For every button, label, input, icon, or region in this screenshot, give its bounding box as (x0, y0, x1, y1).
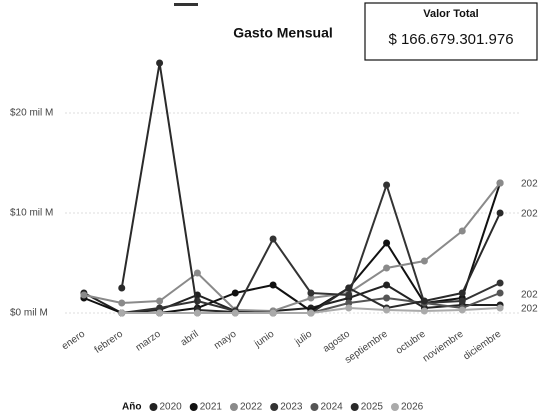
end-label: 202 (521, 209, 538, 220)
legend-label: 2024 (320, 402, 343, 413)
legend-label: 2021 (200, 402, 223, 413)
point (420, 307, 428, 315)
point (118, 299, 126, 307)
legend-swatch (390, 403, 399, 411)
point (345, 291, 353, 299)
point (193, 269, 201, 277)
point (269, 235, 277, 243)
top-bar (174, 3, 198, 6)
x-tick-label: marzo (134, 328, 163, 353)
end-label: 202 (521, 304, 538, 315)
point (156, 309, 164, 317)
legend-label: 2020 (159, 402, 182, 413)
legend-label: 2023 (280, 402, 303, 413)
x-tick-label: junio (252, 328, 277, 350)
legend-label: 2022 (240, 402, 263, 413)
x-tick-label: diciembre (461, 328, 503, 362)
point (156, 304, 164, 312)
point (496, 279, 504, 287)
point (496, 304, 504, 312)
point (118, 309, 126, 317)
point (118, 284, 126, 292)
series-line (120, 62, 501, 314)
legend-title: Año (122, 402, 141, 413)
card (364, 2, 538, 61)
point (458, 227, 466, 235)
point (345, 299, 353, 307)
card-title: Valor Total (423, 8, 478, 20)
point (383, 306, 391, 314)
legend-label: 2026 (401, 402, 424, 413)
point (269, 281, 277, 289)
x-tick-label: noviembre (421, 328, 466, 364)
point (307, 309, 315, 317)
point (496, 289, 504, 297)
point (231, 309, 239, 317)
point (193, 309, 201, 317)
end-label: 202 (521, 290, 538, 301)
end-label: 202 (521, 179, 538, 190)
card-value: $ 166.679.301.976 (388, 31, 513, 48)
legend-swatch (310, 403, 319, 411)
point (156, 59, 164, 67)
x-tick-label: octubre (394, 328, 428, 356)
x-tick-label: julio (292, 328, 314, 348)
series-line (83, 283, 501, 315)
y-tick-label: $0 mil M (10, 308, 48, 319)
point (307, 289, 315, 297)
point (231, 289, 239, 297)
point (383, 264, 391, 272)
point (80, 291, 88, 299)
legend-label: 2025 (361, 402, 384, 413)
legend-swatch (229, 403, 238, 411)
x-tick-label: mayo (212, 328, 239, 351)
x-tick-label: febrero (93, 328, 126, 355)
series-line (83, 182, 502, 314)
x-tick-label: septiembre (343, 328, 390, 366)
legend-swatch (270, 403, 279, 411)
x-tick-label: agosto (321, 328, 352, 354)
point (307, 294, 315, 302)
point (156, 297, 164, 305)
point (496, 209, 504, 217)
point (345, 304, 353, 312)
point (383, 181, 391, 189)
legend-swatch (149, 403, 158, 411)
point (383, 281, 391, 289)
point (458, 289, 466, 297)
point (383, 239, 391, 247)
point (269, 309, 277, 317)
x-tick-label: abril (179, 329, 201, 349)
point (458, 297, 466, 305)
point (383, 294, 391, 302)
y-tick-label: $10 mil M (10, 208, 53, 219)
series-line (83, 182, 501, 313)
point (345, 284, 353, 292)
y-tick-label: $20 mil M (10, 108, 53, 119)
point (420, 257, 428, 265)
point (496, 179, 504, 187)
point (420, 297, 428, 305)
legend-swatch (189, 403, 198, 411)
x-tick-label: enero (60, 328, 88, 352)
point (458, 306, 466, 314)
chart-title: Gasto Mensual (233, 25, 333, 41)
legend-swatch (350, 403, 359, 411)
